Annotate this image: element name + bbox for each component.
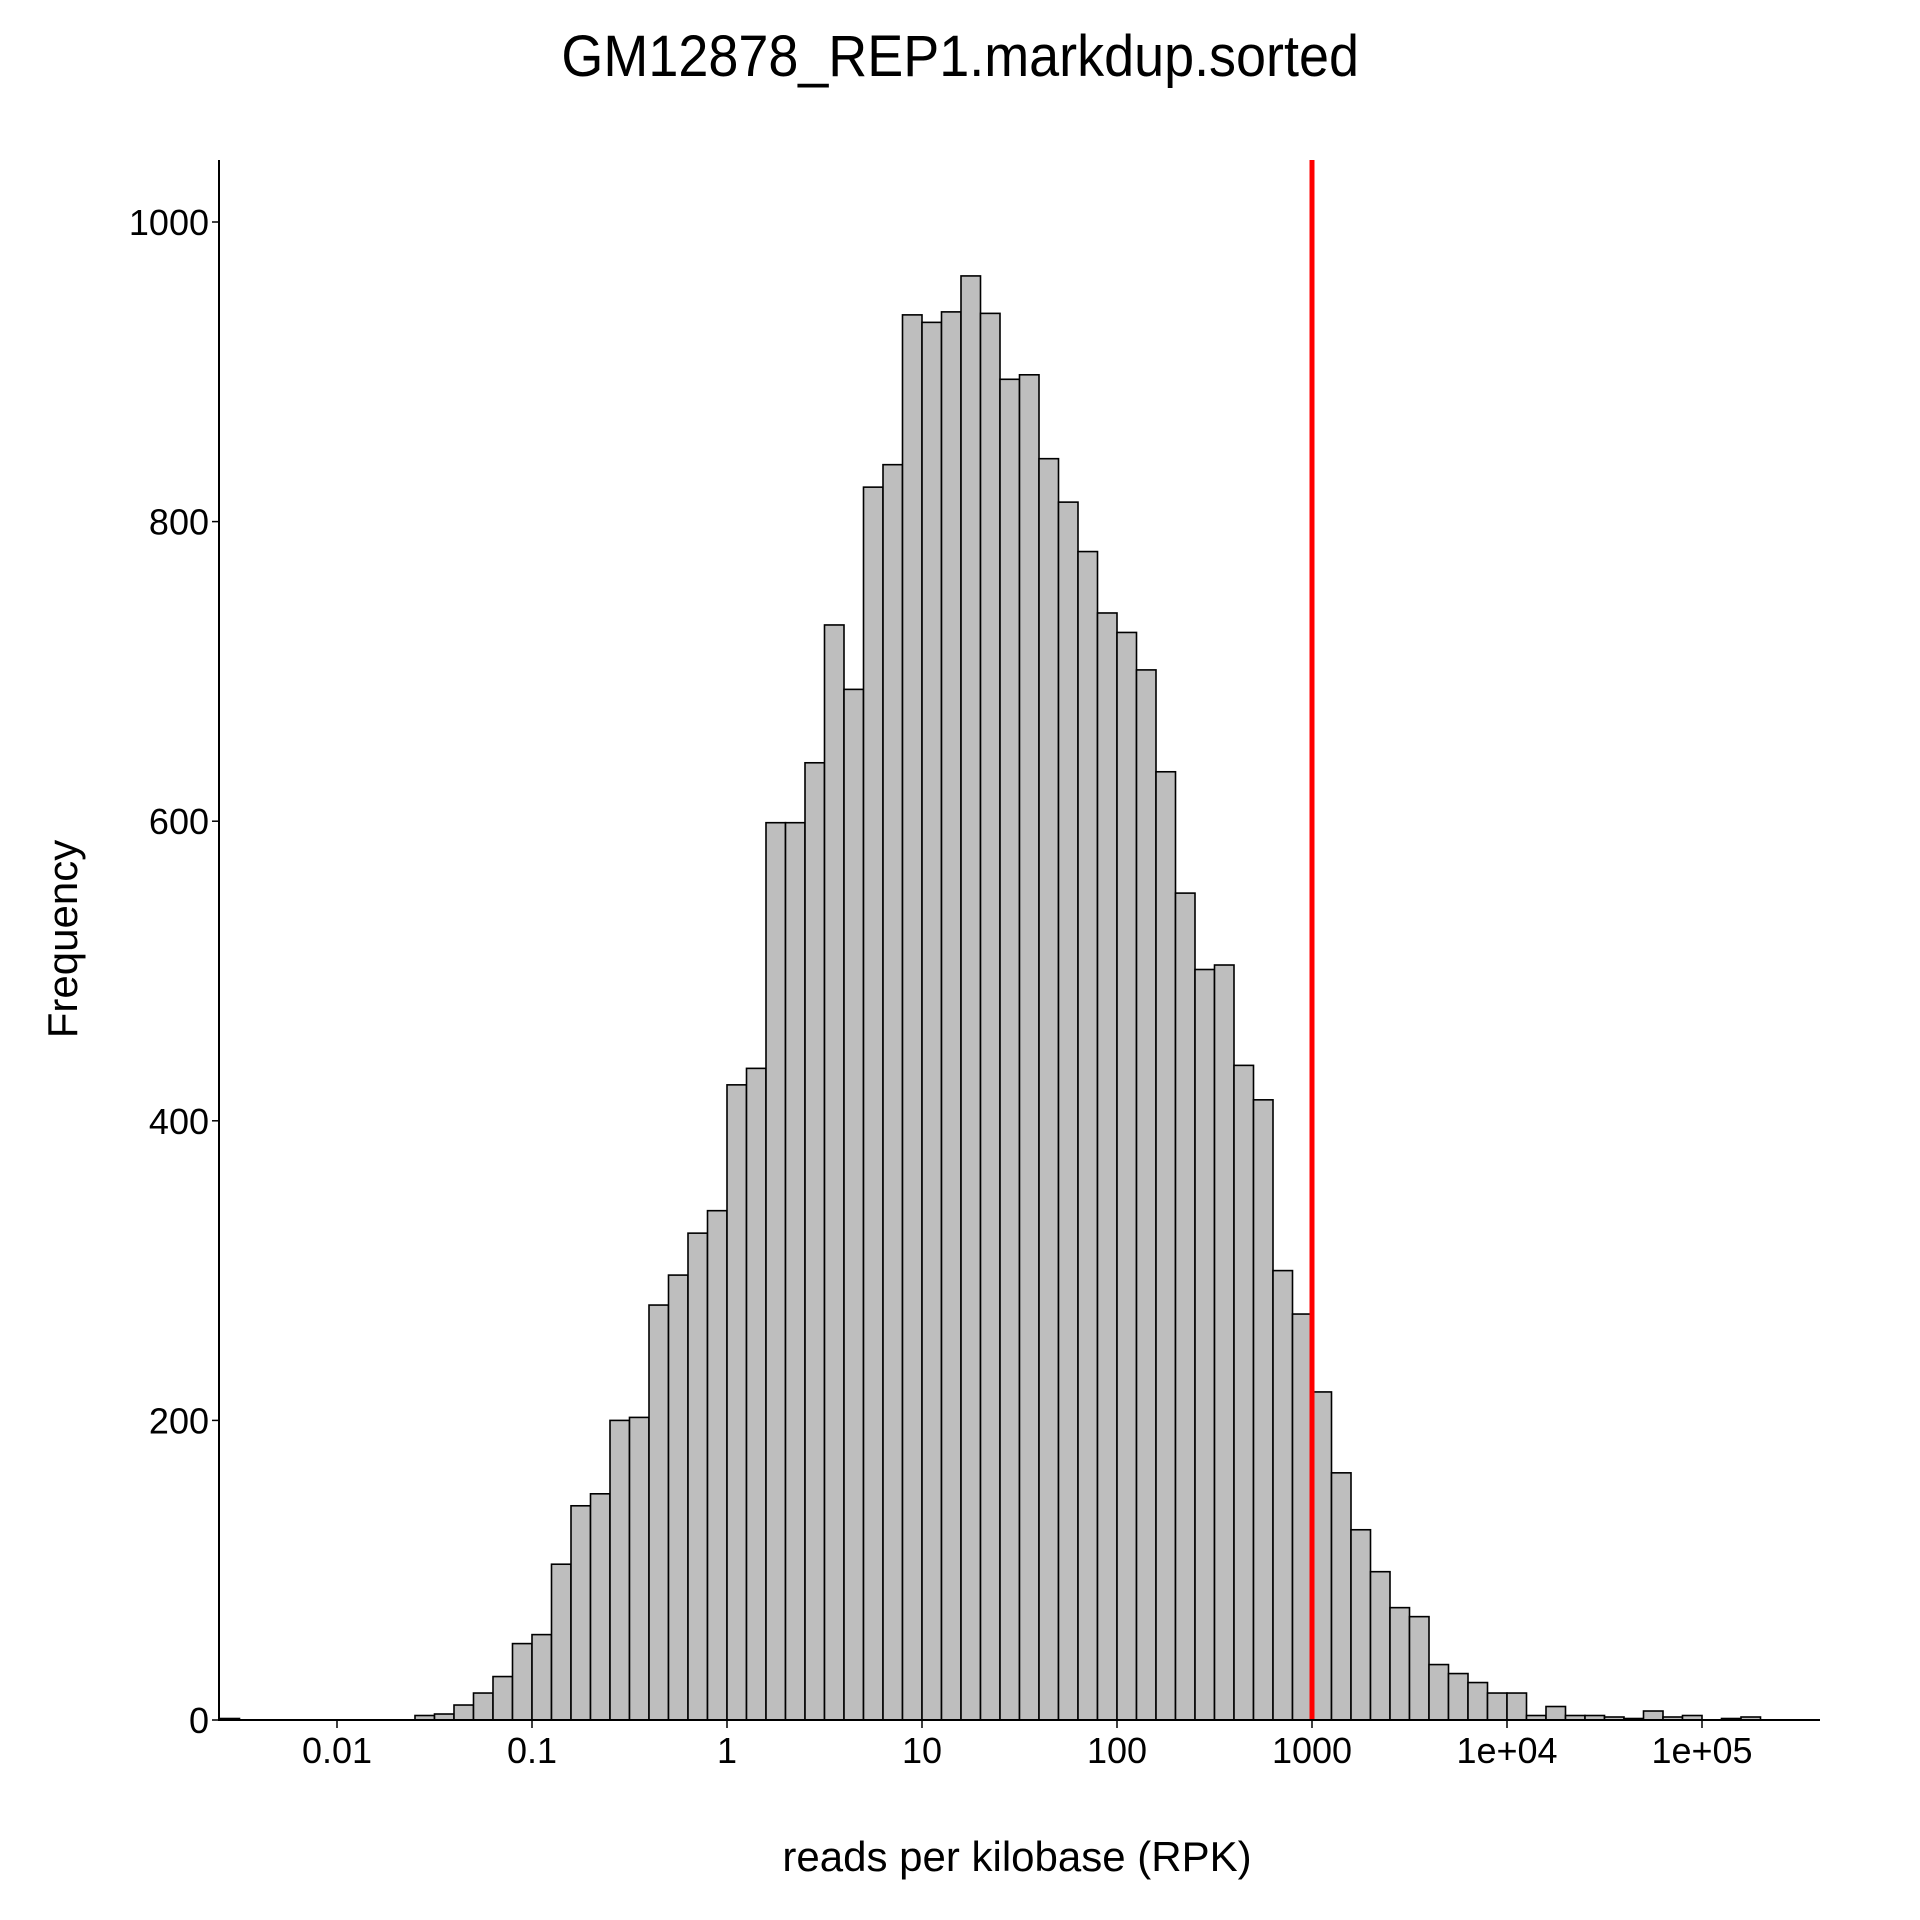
- histogram-bar: [667, 1274, 689, 1721]
- histogram-bar: [1642, 1710, 1664, 1721]
- histogram-bar: [706, 1209, 728, 1721]
- y-tick-label: 800: [149, 502, 209, 543]
- histogram-bar: [823, 624, 845, 1721]
- x-tick-label: 0.1: [507, 1730, 557, 1771]
- histogram-bar: [1018, 373, 1040, 1721]
- histogram-bar: [1155, 770, 1177, 1721]
- histogram-bar: [511, 1642, 533, 1721]
- histogram-bar: [1291, 1313, 1313, 1721]
- histogram-bar: [765, 821, 787, 1721]
- histogram-bar: [1057, 501, 1079, 1721]
- histogram-bar: [960, 275, 982, 1721]
- histogram-bar: [1486, 1692, 1508, 1721]
- histogram-bar: [1330, 1472, 1352, 1721]
- y-tick-label: 1000: [129, 202, 209, 243]
- histogram-bar: [1174, 892, 1196, 1721]
- histogram-bar: [1077, 550, 1099, 1721]
- histogram-bar: [1506, 1692, 1528, 1721]
- y-tick-label: 0: [189, 1700, 209, 1741]
- histogram-bars: [219, 275, 1762, 1721]
- histogram-bar: [1252, 1099, 1274, 1721]
- histogram-bar: [589, 1493, 611, 1721]
- y-tick-label: 200: [149, 1400, 209, 1441]
- x-tick-label: 1000: [1272, 1730, 1352, 1771]
- x-tick-label: 1: [717, 1730, 737, 1771]
- x-tick-label: 1e+04: [1456, 1730, 1557, 1771]
- histogram-bar: [1233, 1064, 1255, 1721]
- histogram-bar: [979, 312, 1001, 1721]
- histogram-bar: [1467, 1681, 1489, 1721]
- x-tick-label: 1e+05: [1651, 1730, 1752, 1771]
- histogram-bar: [882, 463, 904, 1721]
- x-tick-label: 10: [902, 1730, 942, 1771]
- histogram-bar: [784, 821, 806, 1721]
- x-tick-label: 100: [1087, 1730, 1147, 1771]
- histogram-bar: [1428, 1663, 1450, 1721]
- histogram-bar: [940, 311, 962, 1721]
- histogram-bar: [687, 1232, 709, 1721]
- histogram-bar: [1116, 631, 1138, 1721]
- histogram-bar: [726, 1084, 748, 1721]
- histogram-bar: [1311, 1391, 1333, 1721]
- histogram-bar: [453, 1704, 475, 1721]
- histogram-bar: [804, 761, 826, 1721]
- histogram-bar: [628, 1416, 650, 1721]
- histogram-bar: [1038, 457, 1060, 1721]
- histogram-bar: [648, 1304, 670, 1721]
- histogram-bar: [921, 321, 943, 1721]
- histogram-bar: [745, 1067, 767, 1721]
- histogram-bar: [1447, 1672, 1469, 1721]
- histogram-bar: [862, 486, 884, 1721]
- histogram-bar: [1545, 1705, 1567, 1721]
- histogram-bar: [570, 1504, 592, 1721]
- histogram-bar: [901, 314, 923, 1721]
- y-tick-label: 600: [149, 801, 209, 842]
- histogram-bar: [472, 1692, 494, 1721]
- histogram-bar: [550, 1563, 572, 1721]
- histogram-bar: [1389, 1606, 1411, 1721]
- histogram-bar: [531, 1633, 553, 1721]
- x-tick-label: 0.01: [302, 1730, 372, 1771]
- histogram-bar: [1194, 968, 1216, 1721]
- histogram-bar: [1213, 964, 1235, 1721]
- axes: 0 200 400 600 800 1000 0.01 0.1 1 10 100 1000 1e+04 1…: [129, 160, 1820, 1771]
- histogram-bar: [999, 378, 1021, 1721]
- histogram-bar: [1135, 669, 1157, 1721]
- x-axis-label: reads per kilobase (RPK): [782, 1833, 1252, 1880]
- histogram-bar: [1272, 1269, 1294, 1721]
- histogram-bar: [1408, 1615, 1430, 1721]
- histogram-bar: [609, 1419, 631, 1721]
- chart-title: GM12878_REP1.markdup.sorted: [561, 24, 1359, 89]
- histogram-bar: [843, 688, 865, 1721]
- histogram-bar: [1350, 1528, 1372, 1721]
- histogram-bar: [492, 1675, 514, 1721]
- y-tick-label: 400: [149, 1101, 209, 1142]
- histogram-bar: [1369, 1570, 1391, 1721]
- histogram-bar: [1096, 612, 1118, 1721]
